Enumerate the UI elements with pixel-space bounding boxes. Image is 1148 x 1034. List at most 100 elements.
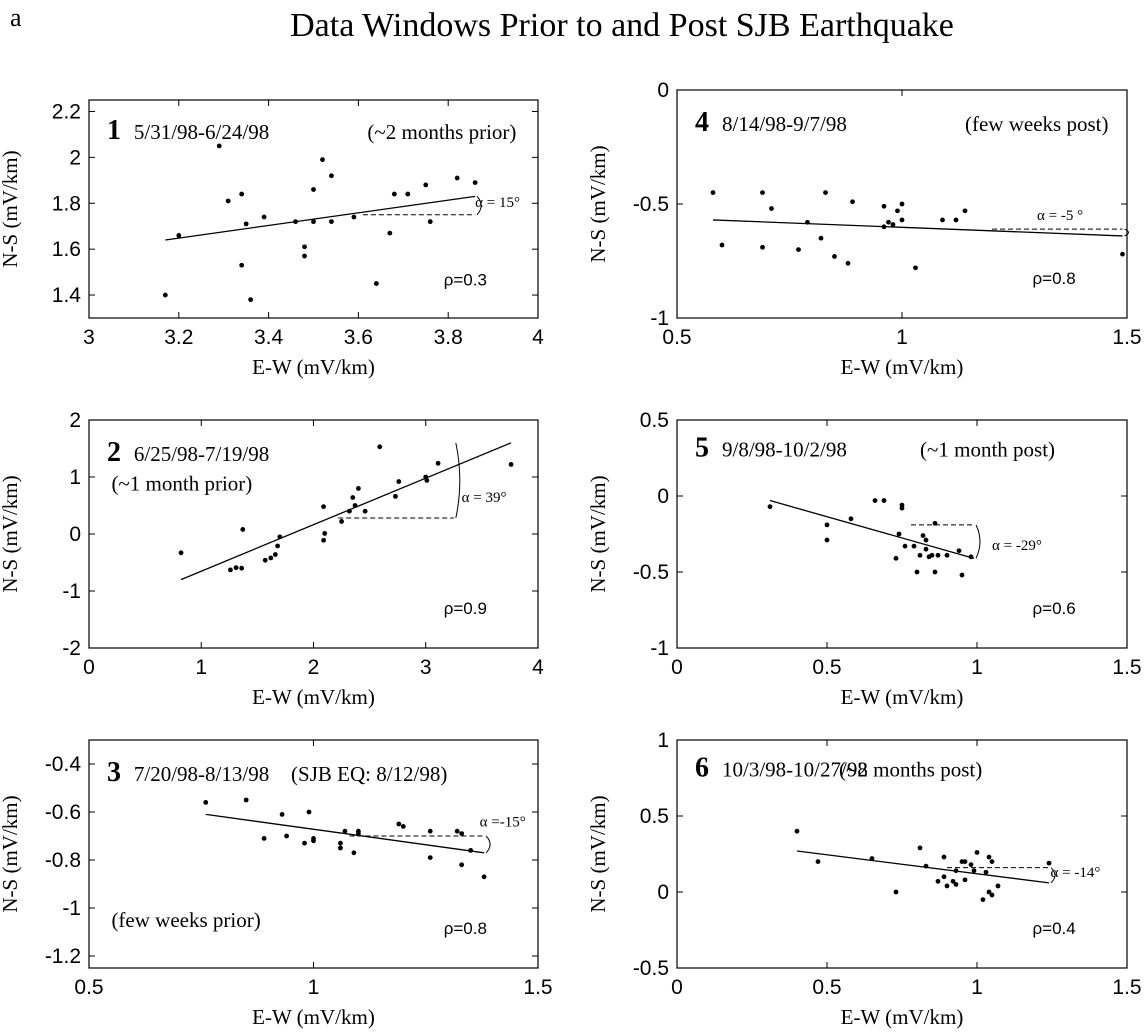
x-tick-label: 0 [671, 976, 683, 999]
data-point [272, 552, 278, 557]
y-tick-label: -0.6 [45, 801, 81, 824]
data-point [896, 531, 902, 537]
data-point [914, 569, 920, 575]
x-tick-label: 1 [896, 326, 908, 349]
data-point [899, 217, 905, 223]
angle-arc [485, 835, 491, 854]
y-tick-label: -0.5 [633, 561, 669, 584]
data-point [872, 498, 878, 503]
x-tick-label: 3.6 [344, 326, 373, 349]
rho-correlation-label: ρ=0.8 [1033, 269, 1076, 288]
data-point [815, 859, 821, 864]
period-note-secondary: (few weeks prior) [111, 908, 260, 932]
rho-correlation-label: ρ=0.3 [444, 270, 487, 289]
y-tick-label: -0.5 [633, 193, 669, 216]
figure-title: Data Windows Prior to and Post SJB Earth… [290, 7, 954, 44]
data-point [956, 548, 962, 554]
data-point [953, 217, 959, 223]
y-axis-label: N-S (mV/km) [0, 795, 22, 912]
angle-arc [1050, 867, 1056, 884]
x-axis-label: E-W (mV/km) [841, 1005, 964, 1029]
data-point [162, 292, 168, 298]
x-axis-label: E-W (mV/km) [252, 685, 375, 709]
y-tick-label: -1 [650, 307, 669, 330]
data-point [472, 180, 478, 186]
y-tick-label: -0.8 [45, 849, 81, 872]
panel-6: 0 0.5 1 1.5-0.500.51E-W (mV/km)N-S (mV/km)6… [586, 729, 1142, 1029]
date-range-label: 7/20/98-8/13/98 [134, 762, 269, 786]
data-point [944, 552, 950, 558]
data-point [929, 552, 935, 558]
data-point [373, 281, 379, 286]
data-point [932, 520, 938, 526]
data-point [869, 856, 875, 861]
period-note: (~1 month prior) [111, 472, 252, 496]
y-axis-label: N-S (mV/km) [586, 475, 610, 592]
data-point [899, 502, 905, 508]
data-point [986, 889, 992, 895]
data-point [240, 527, 246, 532]
data-point [203, 800, 209, 805]
data-point [320, 157, 325, 163]
y-axis-label: N-S (mV/km) [586, 145, 610, 262]
data-point [302, 244, 307, 250]
data-point [962, 877, 968, 883]
x-tick-label: 1.5 [1112, 976, 1141, 999]
y-tick-label: -1 [62, 580, 81, 603]
y-tick-label: 0 [657, 79, 669, 102]
panel-number: 5 [695, 432, 709, 463]
angle-arc [1124, 228, 1129, 237]
data-point [248, 297, 254, 303]
data-point [293, 219, 298, 225]
data-point [962, 859, 968, 864]
data-point [350, 495, 356, 500]
data-point [989, 859, 995, 864]
x-axis-label: E-W (mV/km) [841, 355, 964, 379]
data-point [845, 260, 851, 266]
data-point [424, 478, 430, 483]
data-point [311, 836, 316, 841]
data-point [959, 572, 965, 578]
rho-correlation-label: ρ=0.9 [444, 599, 487, 618]
data-point [377, 444, 383, 450]
data-point [427, 219, 433, 225]
date-range-label: 8/14/98-9/7/98 [722, 112, 847, 136]
data-point [306, 809, 312, 815]
y-tick-label: 1.6 [52, 238, 81, 261]
data-point [935, 552, 941, 558]
period-note: (~2 months prior) [367, 120, 516, 144]
data-point [239, 262, 245, 268]
data-point [911, 543, 917, 549]
y-tick-label: -2 [62, 637, 81, 660]
data-point [277, 534, 283, 540]
data-point [338, 840, 343, 846]
angle-arc [455, 442, 461, 519]
data-point [311, 187, 316, 192]
y-axis-label: N-S (mV/km) [0, 475, 22, 592]
data-point [275, 543, 280, 549]
data-point [268, 555, 274, 561]
y-tick-label: -1.2 [45, 945, 81, 968]
angle-arc [975, 524, 981, 559]
y-tick-label: 0 [69, 523, 81, 546]
fit-line [165, 195, 476, 241]
data-point [423, 182, 429, 188]
data-point [481, 874, 487, 880]
fit-line [769, 499, 975, 559]
data-point [239, 565, 245, 571]
y-tick-label: 2 [69, 146, 81, 169]
y-tick-label: 0.5 [640, 409, 669, 432]
data-point [321, 537, 327, 543]
x-axis-label: E-W (mV/km) [252, 1005, 375, 1029]
data-point [796, 247, 801, 253]
data-point [968, 554, 974, 560]
x-axis-label: E-W (mV/km) [252, 355, 375, 379]
data-point [435, 460, 441, 466]
data-point [243, 797, 249, 803]
data-point [962, 208, 968, 214]
data-point [917, 845, 923, 851]
data-point [974, 850, 980, 855]
data-point [454, 175, 460, 181]
data-point [710, 190, 716, 196]
